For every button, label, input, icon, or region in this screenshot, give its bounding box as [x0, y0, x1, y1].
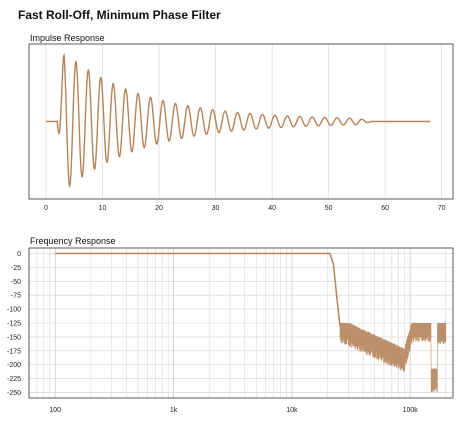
- frequency-x-tick-label: 10k: [286, 407, 298, 414]
- frequency-plot-frame: [28, 247, 454, 399]
- page-title: Fast Roll-Off, Minimum Phase Filter: [18, 8, 221, 22]
- impulse-response-title: Impulse Response: [30, 33, 105, 43]
- frequency-y-tick-label: -125: [7, 321, 21, 328]
- frequency-x-tick-label: 100k: [403, 407, 419, 414]
- impulse-plot-frame: [28, 43, 454, 200]
- frequency-series-line: [55, 252, 341, 326]
- impulse-x-tick-label: 20: [155, 205, 163, 212]
- frequency-y-tick-label: 0: [17, 251, 21, 258]
- frequency-y-tick-label: -150: [7, 334, 21, 341]
- frequency-response-title: Frequency Response: [30, 236, 116, 246]
- impulse-series-line: [45, 52, 431, 188]
- frequency-y-tick-label: -200: [7, 362, 21, 369]
- frequency-stopband-noise: [339, 322, 447, 393]
- impulse-x-tick-label: 50: [325, 205, 333, 212]
- impulse-x-tick-label: 60: [381, 205, 389, 212]
- impulse-x-tick-label: 10: [99, 205, 107, 212]
- frequency-y-tick-label: -225: [7, 376, 21, 383]
- impulse-x-tick-label: 0: [44, 205, 48, 212]
- frequency-y-tick-label: -250: [7, 390, 21, 397]
- frequency-x-tick-label: 100: [49, 407, 61, 414]
- frequency-y-tick-label: -25: [11, 265, 21, 272]
- impulse-x-tick-label: 70: [438, 205, 446, 212]
- frequency-y-tick-label: -75: [11, 293, 21, 300]
- impulse-x-tick-label: 30: [212, 205, 220, 212]
- impulse-x-tick-label: 40: [268, 205, 276, 212]
- frequency-y-tick-label: -100: [7, 307, 21, 314]
- frequency-y-tick-label: -50: [11, 279, 21, 286]
- frequency-x-tick-label: 1k: [170, 407, 178, 414]
- frequency-y-tick-label: -175: [7, 348, 21, 355]
